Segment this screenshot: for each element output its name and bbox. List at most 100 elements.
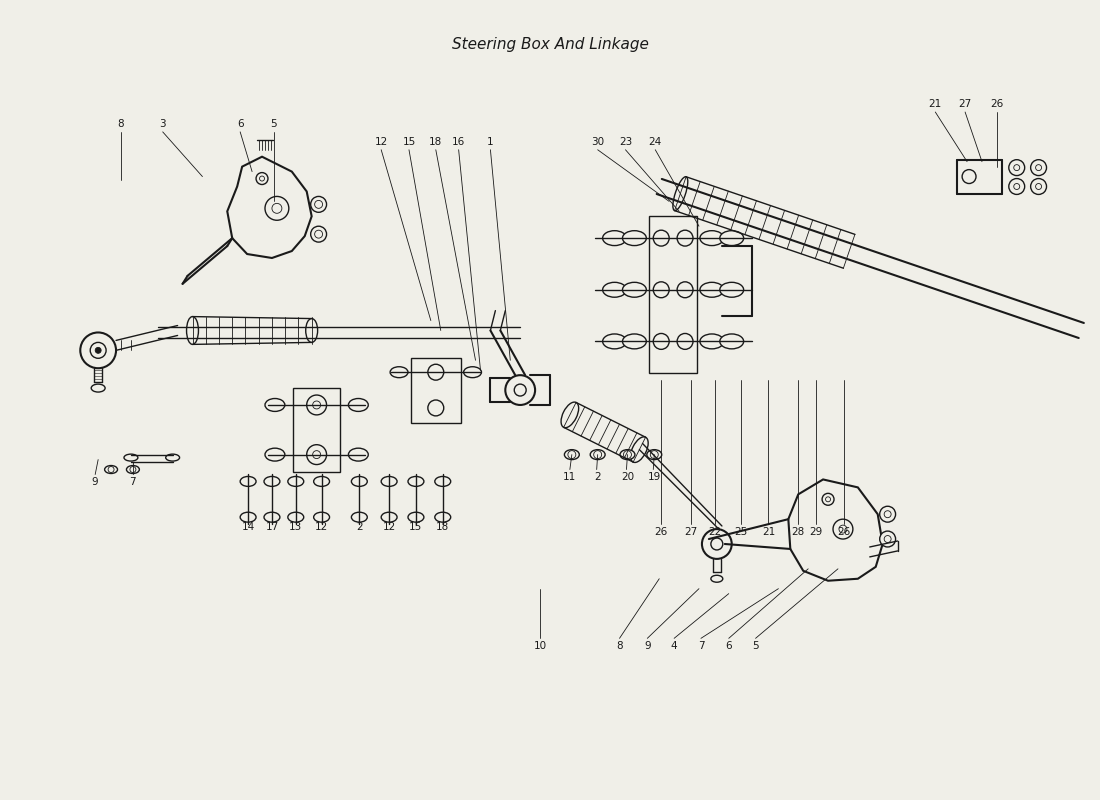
Ellipse shape <box>603 230 627 246</box>
Text: 6: 6 <box>236 119 243 129</box>
Ellipse shape <box>382 477 397 486</box>
Ellipse shape <box>719 334 744 349</box>
Circle shape <box>962 170 976 183</box>
Circle shape <box>653 230 669 246</box>
Text: 29: 29 <box>810 527 823 537</box>
Text: 26: 26 <box>990 99 1003 109</box>
Circle shape <box>653 334 669 350</box>
Circle shape <box>1031 178 1046 194</box>
Text: 12: 12 <box>315 522 328 532</box>
Ellipse shape <box>124 454 138 461</box>
Ellipse shape <box>351 512 367 522</box>
Text: 16: 16 <box>452 137 465 147</box>
Circle shape <box>310 226 327 242</box>
Circle shape <box>505 375 535 405</box>
Ellipse shape <box>620 450 635 459</box>
Text: 8: 8 <box>118 119 124 129</box>
Text: 11: 11 <box>563 473 576 482</box>
Text: 9: 9 <box>92 478 99 487</box>
Ellipse shape <box>719 282 744 298</box>
Text: 22: 22 <box>708 527 722 537</box>
Ellipse shape <box>700 230 724 246</box>
Text: 26: 26 <box>654 527 668 537</box>
Circle shape <box>310 197 327 212</box>
Ellipse shape <box>673 177 688 210</box>
Text: 19: 19 <box>648 473 661 482</box>
Ellipse shape <box>390 366 408 378</box>
Ellipse shape <box>187 317 198 344</box>
Circle shape <box>307 395 327 415</box>
Text: 18: 18 <box>436 522 450 532</box>
Ellipse shape <box>434 512 451 522</box>
Ellipse shape <box>349 448 368 461</box>
Text: 15: 15 <box>403 137 416 147</box>
Text: 27: 27 <box>684 527 697 537</box>
Text: 9: 9 <box>644 642 650 651</box>
Text: 30: 30 <box>591 137 604 147</box>
Text: 6: 6 <box>725 642 733 651</box>
Ellipse shape <box>382 512 397 522</box>
Circle shape <box>1009 178 1025 194</box>
Ellipse shape <box>288 512 304 522</box>
Text: 10: 10 <box>534 642 547 651</box>
Text: 15: 15 <box>409 522 422 532</box>
Text: 14: 14 <box>242 522 255 532</box>
Circle shape <box>428 364 443 380</box>
Text: 2: 2 <box>356 522 363 532</box>
Ellipse shape <box>434 477 451 486</box>
Circle shape <box>80 333 116 368</box>
Text: Steering Box And Linkage: Steering Box And Linkage <box>452 37 648 52</box>
Ellipse shape <box>623 334 647 349</box>
Ellipse shape <box>104 466 118 474</box>
Ellipse shape <box>603 334 627 349</box>
Text: 8: 8 <box>616 642 623 651</box>
Ellipse shape <box>623 282 647 298</box>
Ellipse shape <box>91 384 106 392</box>
Ellipse shape <box>591 450 605 459</box>
Text: 7: 7 <box>697 642 704 651</box>
Ellipse shape <box>700 282 724 298</box>
Ellipse shape <box>264 512 279 522</box>
Ellipse shape <box>351 477 367 486</box>
Ellipse shape <box>700 334 724 349</box>
Ellipse shape <box>561 402 579 428</box>
Ellipse shape <box>166 454 179 461</box>
Ellipse shape <box>314 477 330 486</box>
Text: 2: 2 <box>594 473 601 482</box>
Ellipse shape <box>564 450 580 459</box>
Ellipse shape <box>306 318 318 342</box>
Text: 5: 5 <box>752 642 759 651</box>
Text: 12: 12 <box>383 522 396 532</box>
Circle shape <box>678 334 693 350</box>
Ellipse shape <box>408 477 424 486</box>
Text: 27: 27 <box>958 99 971 109</box>
Circle shape <box>822 494 834 506</box>
Text: 3: 3 <box>160 119 166 129</box>
Text: 23: 23 <box>619 137 632 147</box>
Ellipse shape <box>603 282 627 298</box>
Circle shape <box>653 282 669 298</box>
Ellipse shape <box>630 437 648 462</box>
Ellipse shape <box>711 575 723 582</box>
Circle shape <box>1009 160 1025 175</box>
Text: 21: 21 <box>928 99 942 109</box>
Circle shape <box>880 531 895 547</box>
Circle shape <box>1031 160 1046 175</box>
Text: 25: 25 <box>734 527 747 537</box>
Ellipse shape <box>408 512 424 522</box>
Ellipse shape <box>288 477 304 486</box>
Ellipse shape <box>647 450 662 459</box>
Circle shape <box>702 529 732 559</box>
Ellipse shape <box>126 466 140 474</box>
Text: 26: 26 <box>837 527 850 537</box>
Ellipse shape <box>349 398 368 411</box>
Text: 18: 18 <box>429 137 442 147</box>
Text: 1: 1 <box>487 137 494 147</box>
Text: 28: 28 <box>792 527 805 537</box>
Text: 12: 12 <box>375 137 388 147</box>
Circle shape <box>678 282 693 298</box>
Ellipse shape <box>623 230 647 246</box>
Bar <box>649 216 697 373</box>
Ellipse shape <box>265 398 285 411</box>
Ellipse shape <box>264 477 279 486</box>
